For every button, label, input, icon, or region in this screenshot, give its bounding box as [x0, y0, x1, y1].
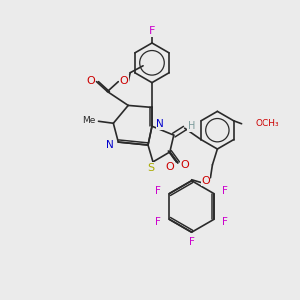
Text: F: F [189, 237, 194, 247]
Text: O: O [120, 76, 129, 85]
Text: N: N [106, 140, 114, 150]
Text: F: F [189, 237, 194, 247]
Text: S: S [146, 164, 154, 174]
Text: N: N [156, 119, 164, 129]
Text: F: F [222, 186, 228, 196]
Text: F: F [155, 186, 161, 196]
Text: O: O [180, 160, 189, 170]
Text: O: O [165, 162, 174, 172]
Text: S: S [147, 163, 155, 173]
Text: F: F [149, 26, 155, 36]
Text: O: O [86, 76, 95, 85]
Text: O: O [201, 176, 210, 186]
Text: OCH₃: OCH₃ [256, 119, 279, 128]
Text: H: H [188, 121, 195, 131]
Text: Me: Me [82, 116, 95, 125]
Text: F: F [222, 217, 228, 227]
Text: F: F [155, 217, 161, 227]
